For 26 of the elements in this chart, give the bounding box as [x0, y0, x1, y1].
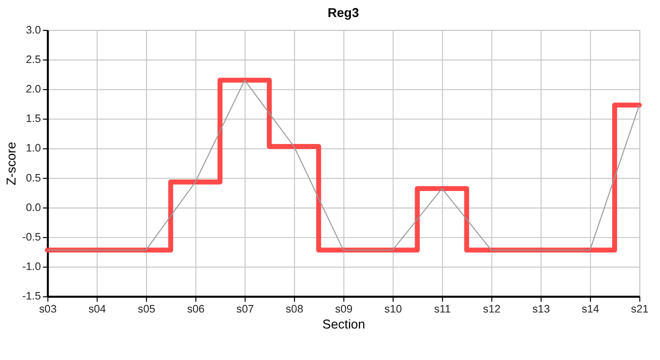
- x-tick-label: s14: [582, 304, 600, 316]
- x-tick-label: s07: [236, 304, 254, 316]
- x-tick-label: s06: [187, 304, 205, 316]
- y-tick-label: 2.0: [26, 84, 41, 96]
- x-tick-label: s12: [483, 304, 501, 316]
- y-tick-label: 0.5: [26, 172, 41, 184]
- x-axis-title: Section: [322, 316, 366, 332]
- y-tick-label: 1.0: [26, 142, 41, 155]
- chart-title: Reg3: [328, 5, 359, 20]
- y-axis-title: Z-score: [3, 142, 18, 186]
- x-tick-label: s13: [532, 304, 550, 316]
- y-tick-label: -1.0: [22, 261, 41, 274]
- x-tick-label: s05: [138, 304, 156, 316]
- y-tick-label: -1.5: [22, 290, 41, 303]
- y-tick-label: -0.5: [22, 232, 41, 244]
- x-tick-label: s11: [434, 304, 451, 316]
- x-tick-label: s04: [88, 304, 106, 316]
- y-tick-label: 2.5: [26, 54, 41, 66]
- x-tick-label: s03: [39, 304, 57, 316]
- x-tick-label: s10: [384, 304, 402, 316]
- y-tick-label: 3.0: [26, 24, 41, 36]
- y-tick-label: 0.0: [26, 202, 41, 214]
- x-tick-label: s21: [631, 304, 649, 316]
- x-tick-label: s09: [335, 304, 353, 316]
- x-tick-label: s08: [286, 304, 304, 316]
- y-tick-label: 1.5: [26, 113, 41, 126]
